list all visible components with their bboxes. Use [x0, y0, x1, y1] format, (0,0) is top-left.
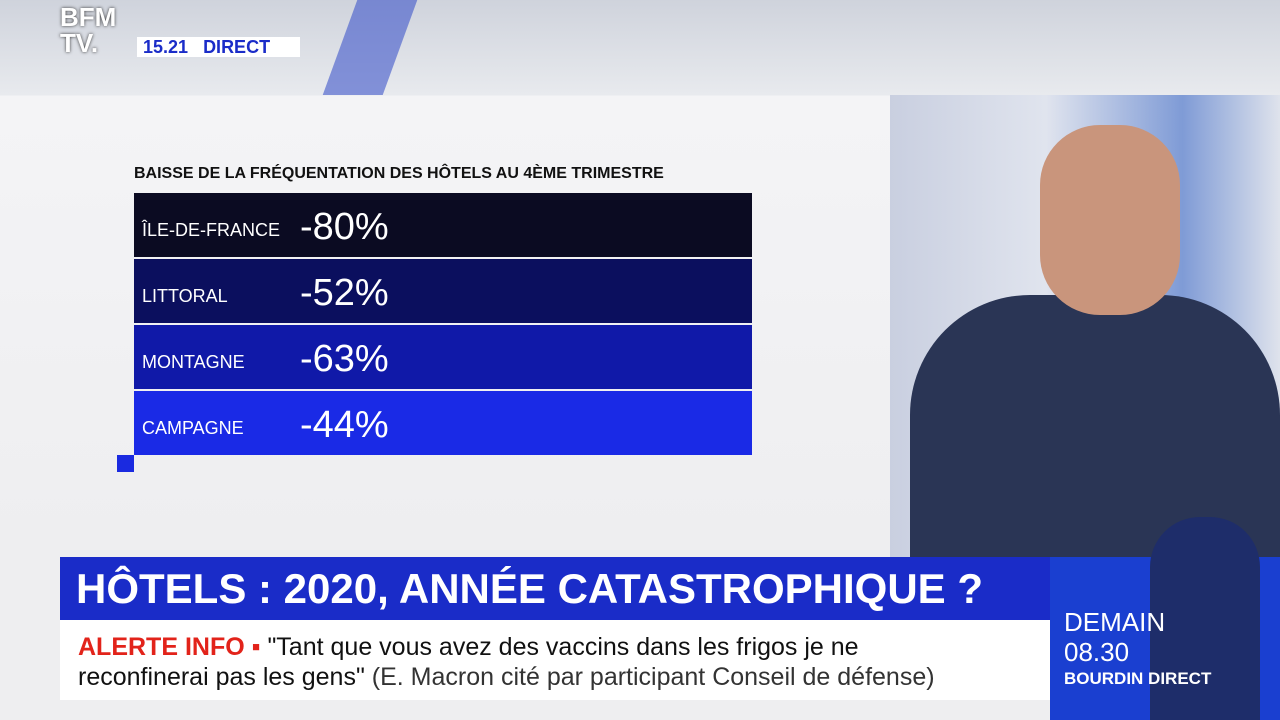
row-label: ÎLE-DE-FRANCE — [142, 220, 281, 240]
row-label: CAMPAGNE — [142, 418, 244, 438]
table-row: LITTORAL -52% — [134, 259, 752, 323]
table-row: ÎLE-DE-FRANCE -80% — [134, 193, 752, 257]
row-value: -44% — [300, 404, 389, 446]
row-value: -63% — [300, 338, 389, 380]
bg-shape — [322, 0, 418, 95]
promo-day: DEMAIN — [1064, 607, 1166, 637]
headline-bar: HÔTELS : 2020, ANNÉE CATASTROPHIQUE ? — [60, 557, 1050, 620]
time: 15.21 — [143, 37, 189, 57]
ticker-text: reconfinerai pas les gens" — [78, 663, 365, 691]
table-row: MONTAGNE -63% — [134, 325, 752, 389]
clock: 15.21 DIRECT — [137, 37, 300, 57]
logo-text: BFM — [60, 2, 117, 32]
live-status: DIRECT — [203, 37, 271, 57]
promo-time: 08.30 — [1064, 637, 1130, 667]
table-row: CAMPAGNE -44% — [134, 391, 752, 455]
row-value: -80% — [300, 206, 389, 248]
accent — [117, 455, 134, 472]
guest-head — [1040, 125, 1180, 315]
logo: BFM TV. — [60, 4, 116, 56]
headline: HÔTELS : 2020, ANNÉE CATASTROPHIQUE ? — [76, 565, 983, 612]
row-label: MONTAGNE — [142, 352, 245, 372]
ticker: ALERTE INFO ▪ "Tant que vous avez des va… — [60, 620, 1050, 700]
ticker-source: (E. Macron cité par participant Conseil … — [371, 663, 935, 691]
host-photo — [1150, 517, 1260, 720]
row-label: LITTORAL — [142, 286, 228, 306]
ticker-text: "Tant que vous avez des vaccins dans les… — [267, 633, 859, 661]
alert-label: ALERTE INFO — [78, 633, 245, 661]
table-title: BAISSE DE LA FRÉQUENTATION DES HÔTELS AU… — [134, 165, 664, 182]
row-value: -52% — [300, 272, 389, 314]
guest — [910, 295, 1280, 557]
promo: DEMAIN 08.30 BOURDIN DIRECT — [1050, 517, 1280, 720]
promo-show: BOURDIN DIRECT — [1064, 669, 1212, 688]
studio-video — [890, 95, 1280, 557]
logo-text: TV. — [60, 28, 99, 58]
